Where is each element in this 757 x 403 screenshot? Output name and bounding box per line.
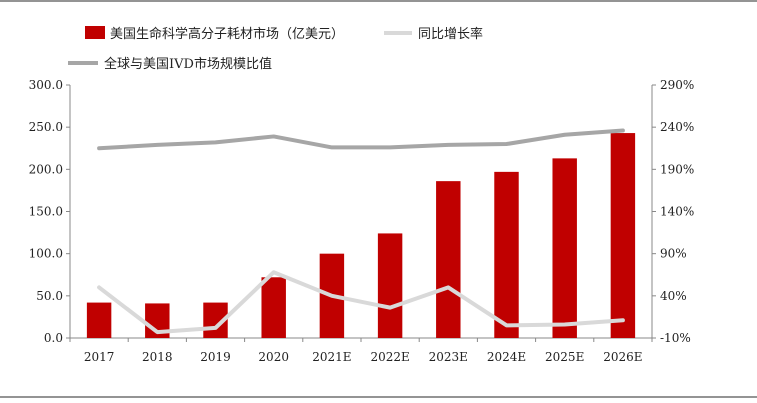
left-tick-label: 100.0 xyxy=(29,247,63,261)
legend-label-ratio: 全球与美国IVD市场规模比值 xyxy=(104,56,272,72)
right-tick-label: 190% xyxy=(660,162,694,176)
x-tick-label: 2020 xyxy=(258,350,289,364)
right-tick-label: -10% xyxy=(660,331,691,345)
ivd-ratio-line xyxy=(97,128,625,151)
bar xyxy=(552,158,577,338)
x-tick-label: 2017 xyxy=(84,350,115,364)
left-tick-label: 50.0 xyxy=(36,289,63,303)
right-tick-label: 40% xyxy=(660,289,687,303)
left-tick-label: 300.0 xyxy=(29,78,63,92)
x-tick-label: 2018 xyxy=(142,350,173,364)
line-series xyxy=(97,128,625,335)
bar xyxy=(377,233,403,338)
bar xyxy=(494,171,519,338)
x-tick-label: 2022E xyxy=(370,350,409,364)
left-tick-label: 250.0 xyxy=(29,120,63,134)
growth-rate-line xyxy=(97,270,625,335)
x-axis-ticks: 2017 2018 2019 2020 2021E 2022E 2023E 2024E 2025… xyxy=(69,338,653,364)
bar xyxy=(610,133,636,338)
legend: 美国生命科学高分子耗材市场（亿美元） 同比增长率 全球与美国IVD市场规模比值 xyxy=(68,26,483,72)
x-tick-label: 2023E xyxy=(429,350,468,364)
left-tick-label: 150.0 xyxy=(29,205,63,219)
legend-label-growth: 同比增长率 xyxy=(418,26,483,42)
x-tick-label: 2021E xyxy=(312,350,351,364)
x-tick-label: 2019 xyxy=(200,350,231,364)
right-axis-ticks: -10% 40% 90% 140% 190% 240% 290% xyxy=(652,78,694,345)
bar xyxy=(436,181,461,338)
right-tick-label: 140% xyxy=(660,205,694,219)
left-tick-label: 200.0 xyxy=(29,162,63,176)
right-tick-label: 90% xyxy=(660,247,687,261)
bar xyxy=(86,302,112,338)
bar-series xyxy=(86,133,636,338)
right-tick-label: 290% xyxy=(660,78,694,92)
legend-swatch-bar xyxy=(85,26,105,39)
right-tick-label: 240% xyxy=(660,120,694,134)
left-axis-ticks: 0.0 50.0 100.0 150.0 200.0 250.0 300.0 xyxy=(29,78,70,345)
x-tick-label: 2025E xyxy=(545,350,584,364)
legend-label-bar: 美国生命科学高分子耗材市场（亿美元） xyxy=(110,26,344,42)
x-tick-label: 2026E xyxy=(603,350,642,364)
left-tick-label: 0.0 xyxy=(44,331,63,345)
x-tick-label: 2024E xyxy=(487,350,526,364)
bar xyxy=(261,277,286,338)
